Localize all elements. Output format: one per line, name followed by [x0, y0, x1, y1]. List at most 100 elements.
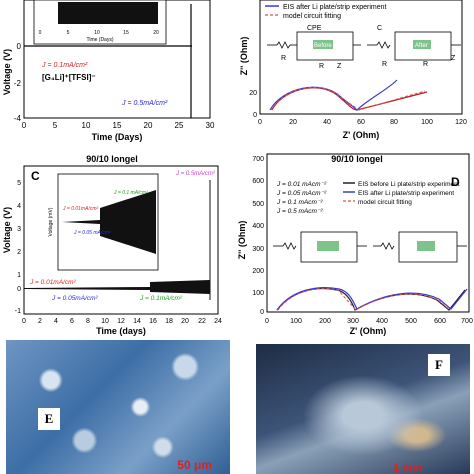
y-tick-label: 500 — [252, 201, 264, 208]
resistor-rb — [276, 41, 291, 49]
y-tick-label: 300 — [252, 246, 264, 253]
inset-tick-label: 15 — [123, 30, 129, 36]
x-tick-label: 60 — [357, 119, 365, 126]
panel-c: 90/10 longel C Voltage (V) J = 0.5mA/cm²… — [2, 154, 222, 336]
panel-top-left: Voltage (V) 0 -2 -4 0 5 10 15 20 25 30 T… — [2, 0, 215, 142]
y-tick-label: 700 — [252, 156, 264, 163]
x-tick-label: 14 — [133, 318, 141, 325]
legend-label-fit: model circuit fitting — [358, 199, 412, 206]
circuit-before — [267, 31, 361, 61]
circuit-tag-before — [313, 40, 333, 49]
legend-label-before: EIS before Li plate/strip experiment — [358, 181, 460, 188]
x-tick-label: 200 — [319, 318, 331, 325]
x-tick-label: 300 — [347, 318, 359, 325]
panel-title: 90/10 longel — [331, 154, 383, 164]
x-tick-label: 20 — [144, 121, 153, 130]
x-tick-label: 16 — [149, 318, 157, 325]
current-density-1: J = 0.01mA/cm² — [29, 279, 77, 286]
x-tick-label: 30 — [206, 121, 215, 130]
rct-label-after: R — [423, 61, 428, 68]
circuit-tag-after — [413, 40, 431, 49]
legend-label-after: EIS after Li plate/strip experiment — [283, 4, 387, 11]
x-tick-label: 600 — [434, 318, 446, 325]
x-tick-label: 20 — [181, 318, 189, 325]
legend-label-fit: model circuit fitting — [283, 13, 341, 20]
circuit-box-before — [296, 31, 354, 61]
x-axis-label: Time (days) — [96, 326, 146, 336]
salt-label: [G₄Li]⁺[TFSI]⁻ — [42, 73, 96, 82]
resistor-rsei — [376, 41, 391, 49]
inset-current-3: J = 0.05 mA/cm² — [73, 230, 111, 236]
x-tick-label: 80 — [390, 119, 398, 126]
circuit-box-before — [300, 231, 358, 263]
scale-bar-label: 1 mm — [393, 462, 422, 474]
x-tick-label: 15 — [113, 121, 122, 130]
eis-fit-curve — [277, 288, 451, 311]
current-density-2: J = 0.05 mAcm⁻² — [276, 190, 327, 197]
x-tick-label: 0 — [22, 318, 26, 325]
y-tick-label: 400 — [252, 223, 264, 230]
sem-image-e: E 50 μm — [6, 340, 230, 474]
x-tick-label: 20 — [289, 119, 297, 126]
x-axis-label: Z' (Ohm) — [343, 130, 380, 140]
y-tick-label: 20 — [249, 90, 257, 97]
panel-letter-e: E — [38, 408, 60, 430]
x-tick-label: 12 — [117, 318, 125, 325]
x-tick-label: 4 — [54, 318, 58, 325]
x-tick-label: 2 — [38, 318, 42, 325]
resistor-rb — [282, 242, 297, 250]
inset-tick-label: 5 — [67, 30, 70, 36]
y-tick-labels: 5 4 3 2 1 0 -1 — [15, 180, 21, 315]
y-axis-label: Z'' (Ohm) — [239, 37, 249, 76]
circuit-tag-before — [317, 241, 339, 251]
x-axis-label: Time (Days) — [92, 132, 143, 142]
y-tick-label: 2 — [17, 249, 21, 256]
rsei-label: R — [382, 61, 387, 68]
y-tick-label: 200 — [252, 268, 264, 275]
x-tick-label: 0 — [265, 318, 269, 325]
inset-current-1: J = 0.1 mA/cm² — [113, 190, 148, 196]
y-tick-label: 4 — [17, 203, 21, 210]
plot-frame — [259, 0, 463, 115]
y-tick-label: -1 — [15, 308, 21, 315]
y-tick-label: 1 — [17, 272, 21, 279]
inset-signal — [58, 2, 158, 24]
microscope-image-f: F 1 mm — [256, 344, 470, 474]
x-tick-label: 700 — [461, 318, 473, 325]
inset-tick-label: 20 — [153, 30, 159, 36]
y-tick-label: 3 — [17, 226, 21, 233]
inset-signal — [62, 190, 156, 254]
inset-y-label: Voltage (mV) — [48, 207, 54, 236]
inset-x-label: Time (Days) — [86, 37, 113, 43]
x-tick-label: 100 — [421, 119, 433, 126]
y-tick-label: 0 — [17, 286, 21, 293]
panel-letter: D — [451, 175, 460, 189]
y-tick-labels: 700 600 500 400 300 200 100 0 — [252, 156, 264, 316]
y-tick-label: -2 — [14, 79, 22, 88]
y-tick-label: 0 — [17, 42, 22, 51]
y-axis-label: Z'' (Ohm) — [237, 221, 247, 260]
current-density-top: J = 0.5mA/cm² — [175, 171, 216, 177]
y-tick-label: 0 — [260, 309, 264, 316]
cpe-label: CPE — [307, 25, 322, 32]
current-density-1: J = 0.1mA/cm² — [41, 62, 88, 69]
rct-label: R — [319, 63, 324, 70]
current-density-list: J = 0.01 mAcm⁻² J = 0.05 mAcm⁻² J = 0.1 … — [276, 181, 327, 215]
x-tick-label: 8 — [86, 318, 90, 325]
panel-top-right: Z'' (Ohm) EIS after Li plate/strip exper… — [239, 0, 467, 140]
zw-label-after: Z — [451, 55, 456, 62]
circuit-after — [367, 31, 461, 61]
inset-current-2: J = 0.01mA/cm² — [62, 206, 98, 212]
y-axis-label: Voltage (V) — [2, 49, 12, 95]
x-tick-label: 22 — [198, 318, 206, 325]
y-tick-label: 100 — [252, 290, 264, 297]
x-tick-label: 10 — [82, 121, 91, 130]
plot-frame — [266, 153, 470, 313]
panel-letter-f: F — [428, 354, 450, 376]
x-tick-labels: 0 2 4 6 8 10 12 14 16 18 20 22 24 — [22, 318, 222, 325]
x-tick-label: 0 — [258, 119, 262, 126]
circuit-box-after — [394, 31, 452, 61]
y-tick-label: 600 — [252, 178, 264, 185]
circuit-tag-after — [417, 241, 435, 251]
x-tick-label: 25 — [175, 121, 184, 130]
